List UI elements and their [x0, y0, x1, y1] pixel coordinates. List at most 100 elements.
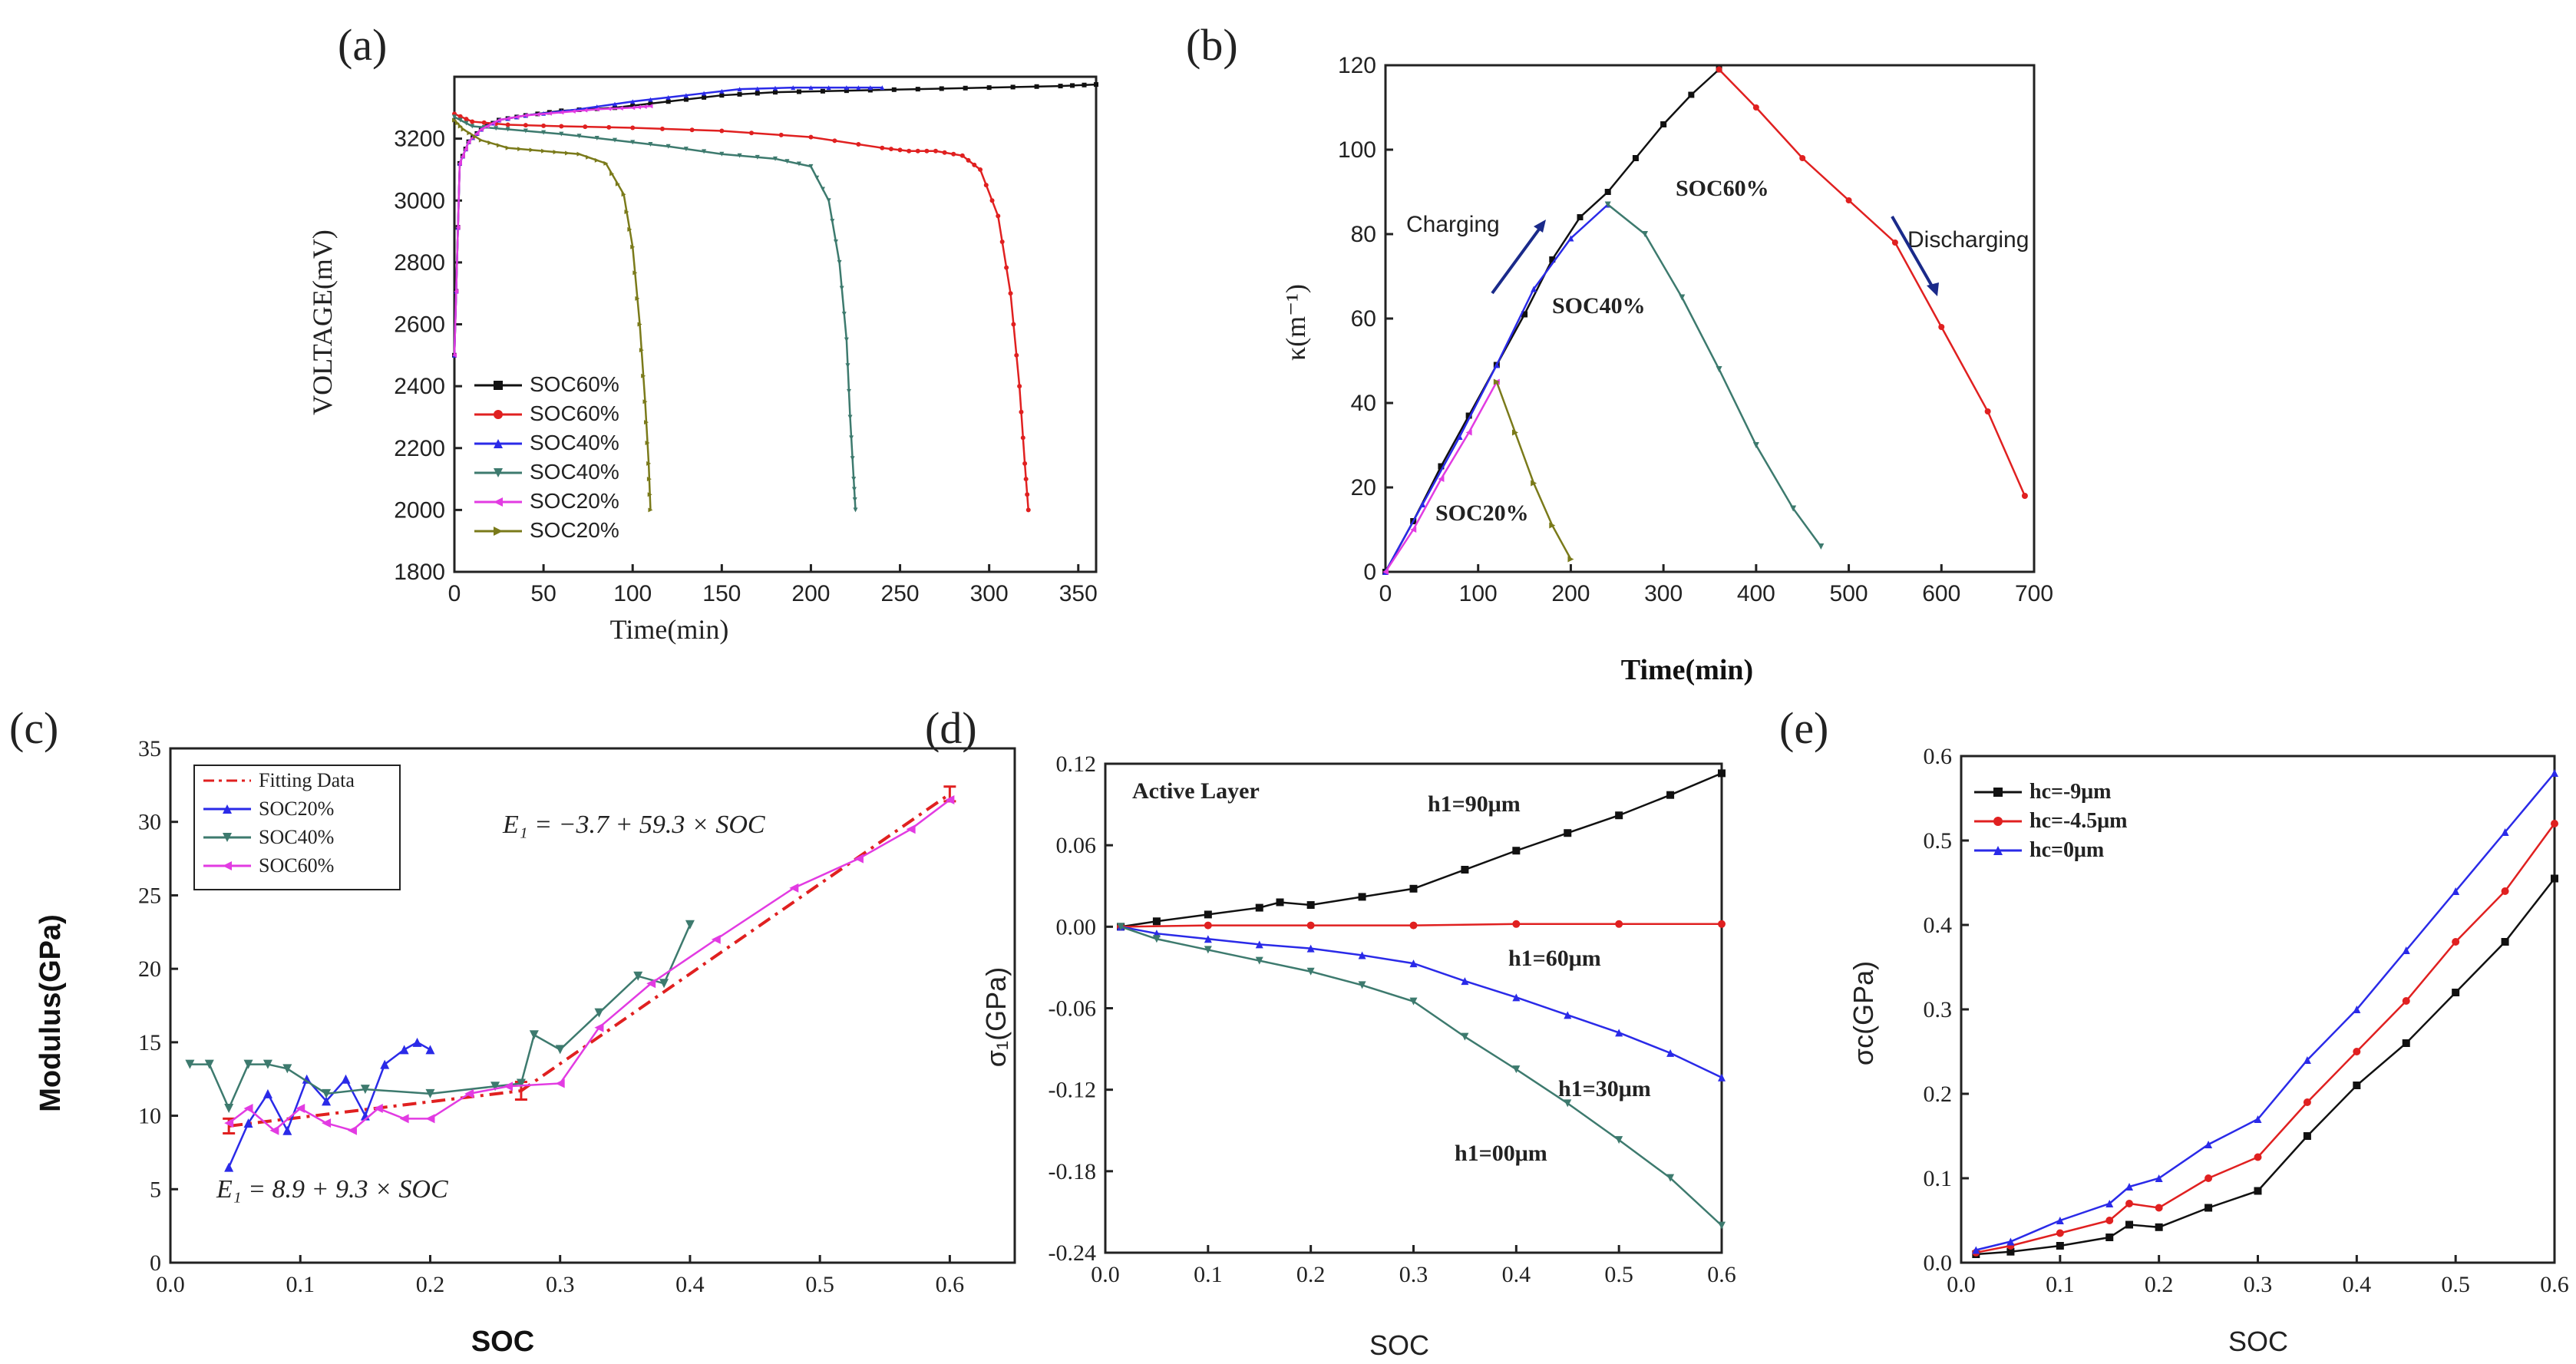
chart-a-ytick-label: 2800: [394, 250, 445, 276]
chart-a-point: [490, 121, 496, 126]
chart-a-point: [852, 497, 857, 502]
chart-c-series-3: [224, 795, 955, 1135]
chart-c-point: [341, 1074, 351, 1084]
chart-c-point: [425, 1114, 435, 1124]
chart-d-point: [1512, 1065, 1521, 1074]
chart-a-ytick-label: 3200: [394, 127, 445, 152]
chart-b-point: [1493, 362, 1500, 368]
chart-e-series-0: [1972, 874, 2558, 1258]
chart-c-equation-steep: E₁ = −3.7 + 59.3 × SOC: [502, 811, 765, 839]
chart-a-point: [630, 244, 636, 249]
chart-a-point: [635, 296, 640, 301]
chart-a-point: [457, 114, 463, 119]
chart-a-point: [1082, 82, 1087, 88]
chart-d-series-1: [1117, 920, 1726, 931]
chart-b-point: [1938, 324, 1945, 330]
chart-a-point: [702, 149, 707, 154]
chart-d: 0.0 0.1 0.2 0.3 0.4 0.5 0.6 -0.24 -0.18 -0.12 -0.0…: [1049, 751, 1736, 1287]
chart-a-point: [645, 441, 650, 446]
chart-a-legend-marker: [494, 381, 503, 390]
chart-c-legend-label: SOC40%: [259, 826, 334, 848]
chart-d-xtick-label: 0.0: [1091, 1262, 1120, 1287]
chart-d-point: [1255, 903, 1263, 912]
chart-a-point: [457, 160, 462, 166]
chart-a-point: [1034, 84, 1039, 89]
chart-b-point: [1438, 463, 1445, 470]
chart-e-point: [2254, 1153, 2262, 1161]
chart-c-point: [659, 979, 669, 989]
chart-a-point: [632, 270, 638, 276]
chart-e-point: [2254, 1115, 2262, 1123]
chart-b-point: [1679, 294, 1686, 301]
chart-c-point: [555, 1078, 565, 1088]
chart-c-point: [204, 1059, 214, 1069]
chart-e-ylabel: σc(GPa): [1848, 961, 1879, 1065]
chart-a-point: [642, 104, 647, 109]
chart-a-point: [648, 507, 653, 513]
chart-b-point: [1465, 412, 1472, 419]
chart-a-series-3: [452, 114, 858, 513]
chart-b-point: [1438, 476, 1445, 482]
chart-a-ytick-label: 1800: [394, 560, 445, 585]
chart-a-point: [594, 135, 599, 140]
chart-a-xtick-label: 150: [702, 581, 741, 606]
chart-d-point: [1117, 923, 1125, 931]
chart-a-point: [719, 128, 725, 134]
chart-c-legend-marker: [223, 861, 232, 870]
chart-a-point: [1008, 291, 1013, 296]
chart-b-point: [1577, 214, 1584, 220]
chart-d-ytick-label: -0.18: [1049, 1159, 1097, 1184]
chart-d-ytick-label: -0.06: [1049, 996, 1097, 1022]
chart-c-legend-label: SOC20%: [259, 798, 334, 820]
chart-c-point: [555, 1045, 565, 1055]
chart-a-point: [841, 312, 847, 317]
chart-a-point: [851, 477, 857, 482]
chart-b-point: [1642, 231, 1648, 237]
chart-b-xtick-label: 600: [1922, 581, 1960, 606]
chart-e-legend-label: hc=-4.5μm: [2029, 809, 2127, 833]
chart-a-point: [996, 213, 1001, 219]
chart-b-series-1: [1716, 66, 2028, 499]
chart-a-point: [851, 487, 857, 492]
chart-d-xtick-label: 0.4: [1502, 1262, 1531, 1287]
chart-a-point: [514, 114, 520, 120]
chart-a-point: [517, 147, 523, 152]
chart-c-point: [243, 1059, 253, 1069]
chart-c-point: [224, 1104, 234, 1113]
chart-e-point: [2501, 828, 2509, 836]
chart-b-point: [1521, 311, 1528, 318]
chart-c-ytick-label: 0: [150, 1250, 161, 1276]
chart-d-point: [1461, 1032, 1469, 1041]
chart-a-point: [461, 127, 466, 132]
chart-a-point: [553, 150, 558, 155]
discharging-arrow-icon: [1891, 216, 1936, 291]
chart-a-point: [639, 348, 644, 353]
chart-b-ytick-label: 20: [1351, 475, 1376, 500]
chart-d-point: [1512, 847, 1521, 855]
chart-a-point: [999, 239, 1005, 244]
chart-a-point: [951, 151, 956, 157]
chart-e-point: [2056, 1229, 2064, 1237]
chart-c-point: [224, 1118, 234, 1128]
chart-b-xtick-label: 300: [1644, 581, 1683, 606]
chart-a-point: [755, 86, 760, 91]
chart-a-series-5: [452, 117, 653, 513]
chart-a-point: [897, 147, 903, 153]
chart-a-point: [808, 163, 814, 169]
chart-a-point: [466, 139, 471, 144]
chart-d-h90-label: h1=90μm: [1428, 791, 1521, 817]
chart-a-point: [683, 93, 689, 98]
chart-a-xtick-label: 200: [791, 581, 830, 606]
chart-a-point: [644, 420, 649, 425]
chart-a-point: [880, 85, 885, 91]
chart-a-legend: SOC60% SOC60% SOC40% SOC40% SOC20% SOC20%: [474, 372, 619, 542]
chart-a-point: [986, 85, 992, 91]
chart-e-legend-marker: [1993, 817, 2003, 826]
chart-d-title: Active Layer: [1132, 778, 1260, 804]
chart-a-legend-label: SOC60%: [530, 401, 619, 425]
chart-c-xtick-label: 0.0: [156, 1272, 185, 1297]
chart-d-point: [1461, 977, 1469, 986]
chart-a-point: [1017, 384, 1022, 389]
chart-a-point: [665, 99, 671, 104]
chart-b-point: [1549, 256, 1556, 263]
